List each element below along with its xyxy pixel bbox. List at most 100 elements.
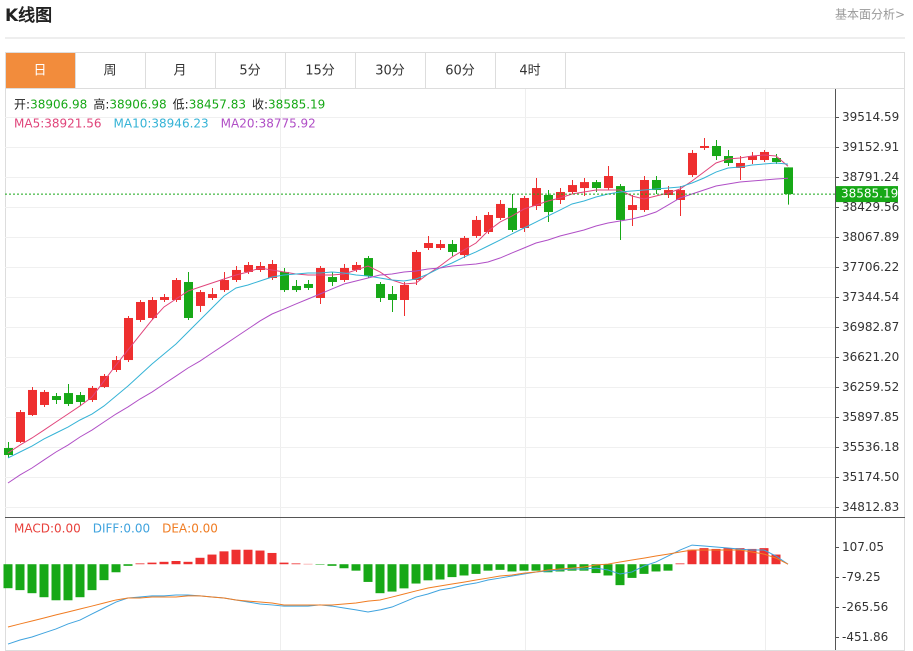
candle-body: [316, 267, 325, 299]
tab[interactable]: 月: [173, 64, 186, 79]
macd-bar: [723, 548, 733, 565]
candle-body: [496, 203, 505, 218]
tab[interactable]: 4时: [519, 64, 540, 79]
macd-bar: [27, 564, 37, 594]
candle-body: [268, 264, 277, 279]
candle-body: [508, 208, 517, 231]
legend-value: 0.00: [123, 522, 150, 536]
tab[interactable]: 30分: [375, 64, 405, 79]
candle-body: [448, 244, 457, 252]
candle-body: [604, 176, 613, 189]
macd-bar: [159, 561, 169, 565]
macd-bar: [759, 548, 769, 565]
macd-bar: [471, 564, 481, 574]
macd-bar: [411, 564, 421, 584]
last-price-tag: [836, 186, 898, 203]
macd-bar: [219, 551, 229, 565]
candle-body: [736, 162, 745, 168]
candle-body: [196, 292, 205, 306]
candle-body: [760, 151, 769, 161]
macd-bar: [123, 564, 133, 566]
quote-label: 收: [252, 98, 264, 112]
macd-bar: [111, 564, 121, 573]
ma-line: [7, 154, 789, 454]
macd-bar: [231, 549, 241, 565]
macd-bar: [423, 564, 433, 581]
tab[interactable]: 周: [103, 64, 116, 79]
legend-name: MA5: [14, 117, 40, 131]
macd-bar: [243, 549, 253, 565]
macd-bar: [351, 564, 361, 571]
quote-separator: :: [185, 98, 189, 112]
macd-bar: [771, 554, 781, 565]
candle-body: [88, 387, 97, 401]
macd-bar: [591, 564, 601, 574]
tab[interactable]: 5分: [239, 64, 260, 79]
legend-name: MACD: [14, 522, 50, 536]
macd-bar: [651, 564, 661, 572]
y-tick-label: 39152.91: [842, 140, 899, 154]
ma-line: [7, 177, 789, 484]
legend-value: 38921.56: [44, 117, 101, 131]
macd-bar: [135, 563, 145, 565]
candle-body: [568, 185, 577, 193]
y-tick-label: 107.05: [842, 540, 884, 554]
candle-body: [748, 156, 757, 161]
quote-value: 38906.98: [30, 98, 87, 112]
quote-separator: :: [264, 98, 268, 112]
macd-bar: [711, 548, 721, 565]
legend-value: 0.00: [191, 522, 218, 536]
macd-bar: [519, 564, 529, 571]
candle-body: [556, 192, 565, 200]
candle-body: [148, 299, 157, 318]
macd-bar: [255, 550, 265, 565]
candle-body: [592, 182, 601, 189]
candle-body: [280, 271, 289, 291]
quote-label: 开: [14, 98, 26, 112]
y-tick-label: 36259.52: [842, 380, 899, 394]
y-tick-label: 35174.50: [842, 470, 899, 484]
ma-line: [7, 162, 789, 459]
candle-body: [124, 317, 133, 361]
macd-bar: [435, 564, 445, 580]
candle-body: [136, 301, 145, 320]
y-tick-label: 38791.24: [842, 170, 899, 184]
legend-name: MA10: [114, 117, 148, 131]
macd-bar: [375, 564, 385, 594]
macd-bar: [147, 562, 157, 565]
macd-bar: [291, 563, 301, 565]
tab[interactable]: 15分: [305, 64, 335, 79]
macd-bar: [567, 564, 577, 571]
candle-body: [772, 158, 781, 162]
macd-bar: [735, 548, 745, 565]
candle-body: [76, 395, 85, 402]
macd-bar: [363, 564, 373, 582]
candle-body: [424, 243, 433, 248]
legend-separator: :: [119, 522, 123, 536]
candle-body: [712, 145, 721, 157]
candle-body: [220, 280, 229, 291]
legend-value: 38946.23: [151, 117, 208, 131]
macd-bar: [87, 564, 97, 591]
legend-separator: :: [40, 117, 44, 131]
y-tick-label: 35536.18: [842, 440, 899, 454]
macd-bar: [63, 564, 73, 601]
candle-body: [484, 214, 493, 232]
macd-bar: [3, 564, 13, 589]
last-price-label: 38585.19: [841, 187, 898, 201]
tab[interactable]: 60分: [445, 64, 475, 79]
candle-body: [160, 297, 169, 300]
chart-frame: [5, 52, 905, 651]
macd-bar: [495, 564, 505, 570]
tab[interactable]: 日: [33, 64, 46, 79]
macd-bar: [663, 564, 673, 571]
candle-body: [64, 393, 73, 404]
macd-bar: [279, 562, 289, 565]
candle-body: [460, 237, 469, 256]
quote-label: 低: [173, 98, 185, 112]
macd-line: [7, 549, 789, 628]
macd-bar: [327, 564, 337, 566]
candle-body: [388, 294, 397, 300]
macd-bar: [39, 564, 49, 598]
fundamental-link[interactable]: 基本面分析>: [835, 8, 905, 22]
